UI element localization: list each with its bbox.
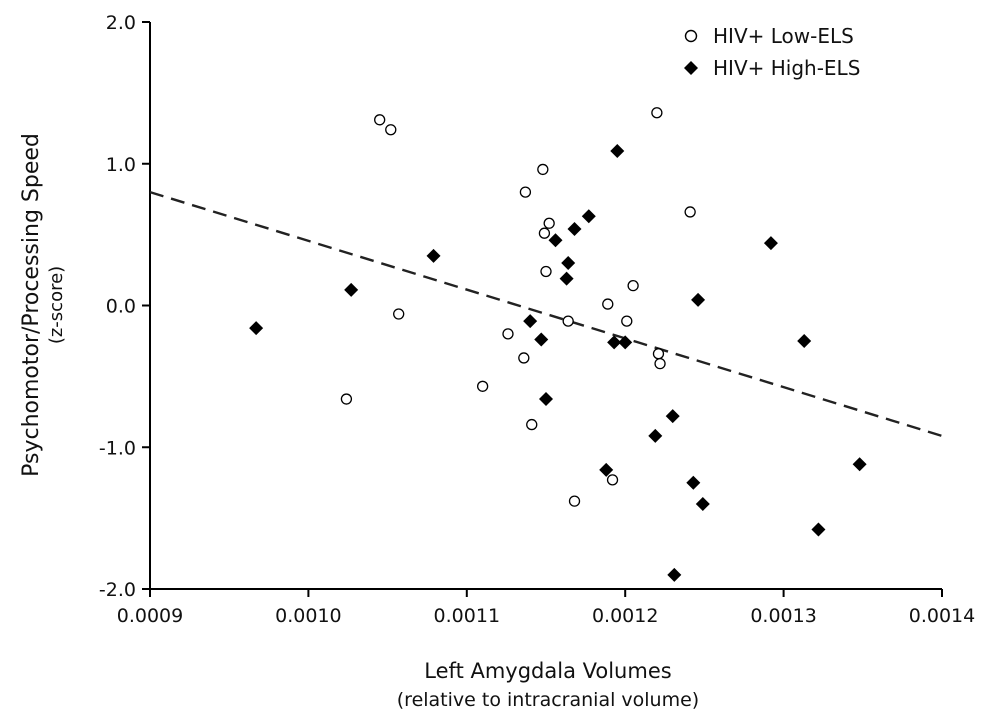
legend: HIV+ Low-ELS HIV+ High-ELS (684, 24, 860, 80)
legend-label-low-els: HIV+ Low-ELS (713, 24, 854, 48)
point-low-els (540, 265, 552, 278)
point-high-els (852, 457, 867, 472)
point-high-els (691, 292, 706, 307)
point-low-els (340, 393, 353, 405)
y-tick-label: 1.0 (106, 154, 136, 176)
x-tick-label: 0.0010 (275, 605, 341, 627)
point-high-els (249, 321, 264, 336)
point-low-els (385, 124, 397, 136)
point-high-els (561, 255, 576, 270)
point-low-els (652, 348, 665, 360)
point-high-els (534, 332, 549, 347)
point-low-els (602, 298, 614, 310)
point-low-els (654, 357, 666, 370)
point-high-els (344, 282, 359, 297)
point-high-els (610, 143, 625, 158)
legend-label-high-els: HIV+ High-ELS (713, 56, 860, 80)
point-low-els (519, 186, 532, 198)
point-low-els (526, 418, 538, 431)
data-points (249, 107, 867, 582)
point-low-els (537, 163, 549, 176)
x-tick-label: 0.0009 (117, 605, 183, 627)
point-low-els (543, 217, 555, 229)
y-axis-title: Psychomotor/Processing Speed (19, 133, 44, 477)
x-tick-label: 0.0013 (750, 605, 816, 627)
point-high-els (426, 248, 441, 263)
point-low-els (538, 227, 551, 239)
point-high-els (695, 496, 710, 511)
point-high-els (763, 236, 778, 251)
point-high-els (618, 335, 633, 350)
y-axis-subtitle: (z-score) (46, 266, 67, 344)
y-tick-label: -2.0 (99, 579, 136, 601)
point-low-els (562, 315, 574, 327)
x-tick-label: 0.0011 (434, 605, 500, 627)
point-low-els (627, 280, 639, 292)
point-high-els (581, 209, 596, 224)
x-ticks: 0.0009 0.0010 0.0011 0.0012 0.0013 0.0014 (117, 589, 975, 627)
y-tick-label: 2.0 (106, 12, 136, 34)
point-low-els (621, 315, 633, 327)
point-high-els (567, 221, 582, 236)
point-high-els (599, 462, 614, 477)
point-high-els (539, 392, 553, 407)
trend-line (149, 190, 943, 438)
point-high-els (686, 475, 701, 490)
x-tick-label: 0.0014 (909, 605, 975, 627)
point-high-els (811, 522, 826, 537)
point-high-els (648, 428, 663, 443)
x-tick-label: 0.0012 (592, 605, 658, 627)
point-high-els (665, 409, 680, 424)
y-tick-label: 0.0 (106, 296, 136, 318)
point-low-els (393, 308, 405, 320)
legend-marker-high-els (684, 61, 698, 75)
point-low-els (374, 114, 386, 126)
point-high-els (797, 333, 812, 348)
x-axis-title: Left Amygdala Volumes (424, 659, 671, 683)
x-axis-subtitle: (relative to intracranial volume) (397, 689, 699, 711)
point-low-els (568, 495, 581, 507)
point-low-els (476, 380, 489, 392)
point-high-els (559, 271, 574, 286)
point-high-els (607, 335, 622, 350)
point-low-els (502, 328, 514, 340)
legend-marker-low-els (684, 29, 698, 43)
point-high-els (667, 567, 682, 582)
point-low-els (606, 474, 619, 486)
point-high-els (548, 233, 563, 248)
point-low-els (651, 107, 663, 119)
y-axis-label: Psychomotor/Processing Speed (z-score) (19, 133, 67, 477)
y-tick-label: -1.0 (99, 437, 136, 459)
point-low-els (518, 352, 530, 364)
point-high-els (523, 314, 538, 329)
y-ticks: 2.0 1.0 0.0 -1.0 -2.0 (99, 12, 150, 601)
point-low-els (684, 206, 696, 218)
